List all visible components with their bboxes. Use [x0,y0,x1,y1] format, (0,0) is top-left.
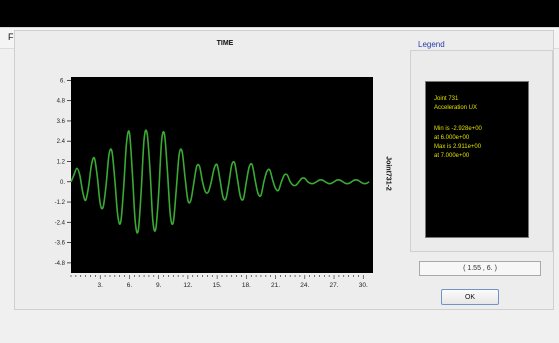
x-tick-label: 24. [300,282,309,289]
y-tick-label: -2.4 [55,220,66,226]
y-tick-label: -4.8 [55,261,66,267]
series-line-0 [70,129,370,234]
x-tick-label: 3. [98,282,104,289]
legend-max: Max is 2.911e+00 [434,144,482,150]
x-tick-label: 18. [242,282,251,289]
ok-button[interactable]: OK [441,289,499,305]
y-tick-label: 4.8 [57,99,66,105]
x-tick-label: 27. [330,282,339,289]
x-tick-label: 9. [156,282,162,289]
y-tick-label: 1.2 [57,159,66,165]
y-tick-label: 6. [60,78,65,84]
x-tick-label: 12. [183,282,192,289]
legend-panel: Joint 731 Acceleration UX Min is -2.928e… [425,81,529,238]
legend-min-at: at 6.000e+00 [434,135,470,141]
x-tick-label: 15. [213,282,222,289]
x-tick-label: 6. [127,282,133,289]
legend-joint: Joint 731 [434,96,459,102]
legend-title: Legend [418,40,445,49]
x-tick-label: 21. [271,282,280,289]
x-tick-label: 30. [359,282,368,289]
plot-area [71,77,373,273]
y-tick-label: -1.2 [55,200,66,206]
y-tick-label: 0. [60,180,65,186]
legend-quantity: Acceleration UX [434,105,478,111]
legend-max-at: at 7.000e+00 [434,153,470,159]
y-tick-label: 2.4 [57,139,66,145]
y-tick-label: 3.6 [57,119,66,125]
y-tick-label: -3.6 [55,241,66,247]
coordinate-readout: ( 1.55 , 6. ) [419,261,541,276]
legend-min: Min is -2.928e+00 [434,126,482,132]
chart-title: TIME [216,40,234,47]
